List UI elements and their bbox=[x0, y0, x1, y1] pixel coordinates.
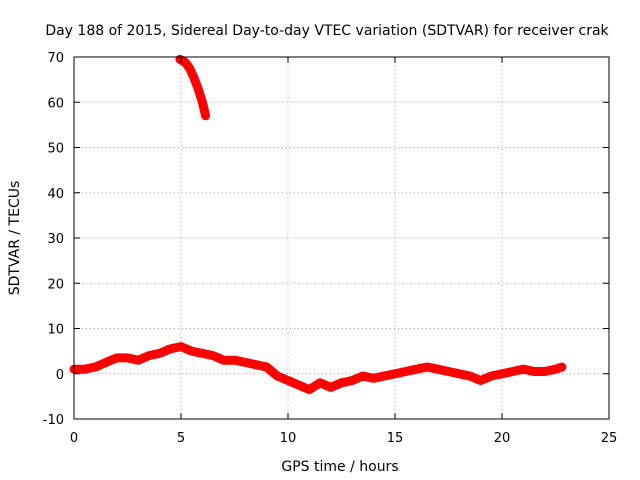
data-series bbox=[69, 54, 567, 395]
y-tick-label: 60 bbox=[47, 96, 64, 111]
data-point bbox=[185, 64, 194, 73]
data-point bbox=[551, 365, 560, 374]
data-point bbox=[123, 353, 132, 362]
data-point bbox=[198, 349, 207, 358]
data-point bbox=[80, 365, 89, 374]
data-point bbox=[423, 362, 432, 371]
data-point bbox=[519, 365, 528, 374]
data-point bbox=[358, 372, 367, 381]
series-1 bbox=[69, 342, 567, 395]
data-point bbox=[230, 356, 239, 365]
data-point bbox=[444, 367, 453, 376]
data-point bbox=[455, 369, 464, 378]
data-point bbox=[181, 58, 190, 67]
data-point bbox=[209, 351, 218, 360]
data-point bbox=[189, 73, 198, 82]
data-point bbox=[262, 362, 271, 371]
data-point bbox=[166, 344, 175, 353]
data-point bbox=[144, 351, 153, 360]
data-point bbox=[401, 367, 410, 376]
y-tick-label: 10 bbox=[47, 323, 64, 338]
data-point bbox=[187, 347, 196, 356]
data-point bbox=[316, 378, 325, 387]
axis-ticks: 0 5 10 15 20 25 -10 0 10 20 30 40 50 60 70 bbox=[43, 51, 618, 446]
y-tick-label: 50 bbox=[47, 142, 64, 157]
data-point bbox=[91, 362, 100, 371]
data-point bbox=[294, 381, 303, 390]
data-point bbox=[305, 385, 314, 394]
data-point bbox=[433, 365, 442, 374]
data-point bbox=[273, 372, 282, 381]
data-point bbox=[251, 360, 260, 369]
x-tick-label: 5 bbox=[177, 431, 185, 446]
y-tick-label: 70 bbox=[47, 51, 64, 66]
data-point bbox=[326, 383, 335, 392]
y-axis-title: SDTVAR / TECUs bbox=[7, 181, 23, 296]
x-tick-label: 20 bbox=[494, 431, 511, 446]
data-point bbox=[391, 369, 399, 378]
data-point bbox=[540, 367, 549, 376]
data-point bbox=[369, 374, 378, 383]
y-tick-label: 40 bbox=[47, 187, 64, 202]
y-tick-label: -10 bbox=[43, 413, 64, 428]
y-tick-label: 20 bbox=[47, 277, 64, 292]
x-tick-label: 15 bbox=[387, 431, 404, 446]
data-point bbox=[198, 98, 207, 107]
data-point bbox=[102, 358, 111, 367]
data-point bbox=[134, 356, 143, 365]
data-point bbox=[219, 356, 228, 365]
data-point bbox=[380, 372, 389, 381]
y-tick-label: 0 bbox=[56, 368, 64, 383]
grid-lines bbox=[74, 57, 609, 419]
data-point bbox=[498, 369, 506, 378]
data-point bbox=[557, 362, 566, 371]
data-point bbox=[412, 365, 421, 374]
data-point bbox=[530, 367, 539, 376]
data-point bbox=[465, 372, 474, 381]
data-point bbox=[241, 358, 250, 367]
chart-title: Day 188 of 2015, Sidereal Day-to-day VTE… bbox=[45, 23, 609, 39]
data-point bbox=[487, 372, 496, 381]
data-point bbox=[112, 353, 121, 362]
data-point bbox=[476, 376, 485, 385]
data-point bbox=[337, 378, 346, 387]
data-point bbox=[508, 367, 517, 376]
data-point bbox=[284, 376, 292, 385]
x-axis-title: GPS time / hours bbox=[281, 459, 398, 475]
data-point bbox=[194, 84, 203, 93]
x-tick-label: 25 bbox=[601, 431, 618, 446]
x-tick-label: 10 bbox=[280, 431, 297, 446]
data-point bbox=[201, 111, 210, 120]
y-tick-label: 30 bbox=[47, 232, 64, 247]
x-tick-label: 0 bbox=[70, 431, 78, 446]
data-point bbox=[155, 349, 164, 358]
series-0 bbox=[175, 54, 211, 121]
data-point bbox=[348, 376, 357, 385]
data-point bbox=[177, 342, 185, 351]
